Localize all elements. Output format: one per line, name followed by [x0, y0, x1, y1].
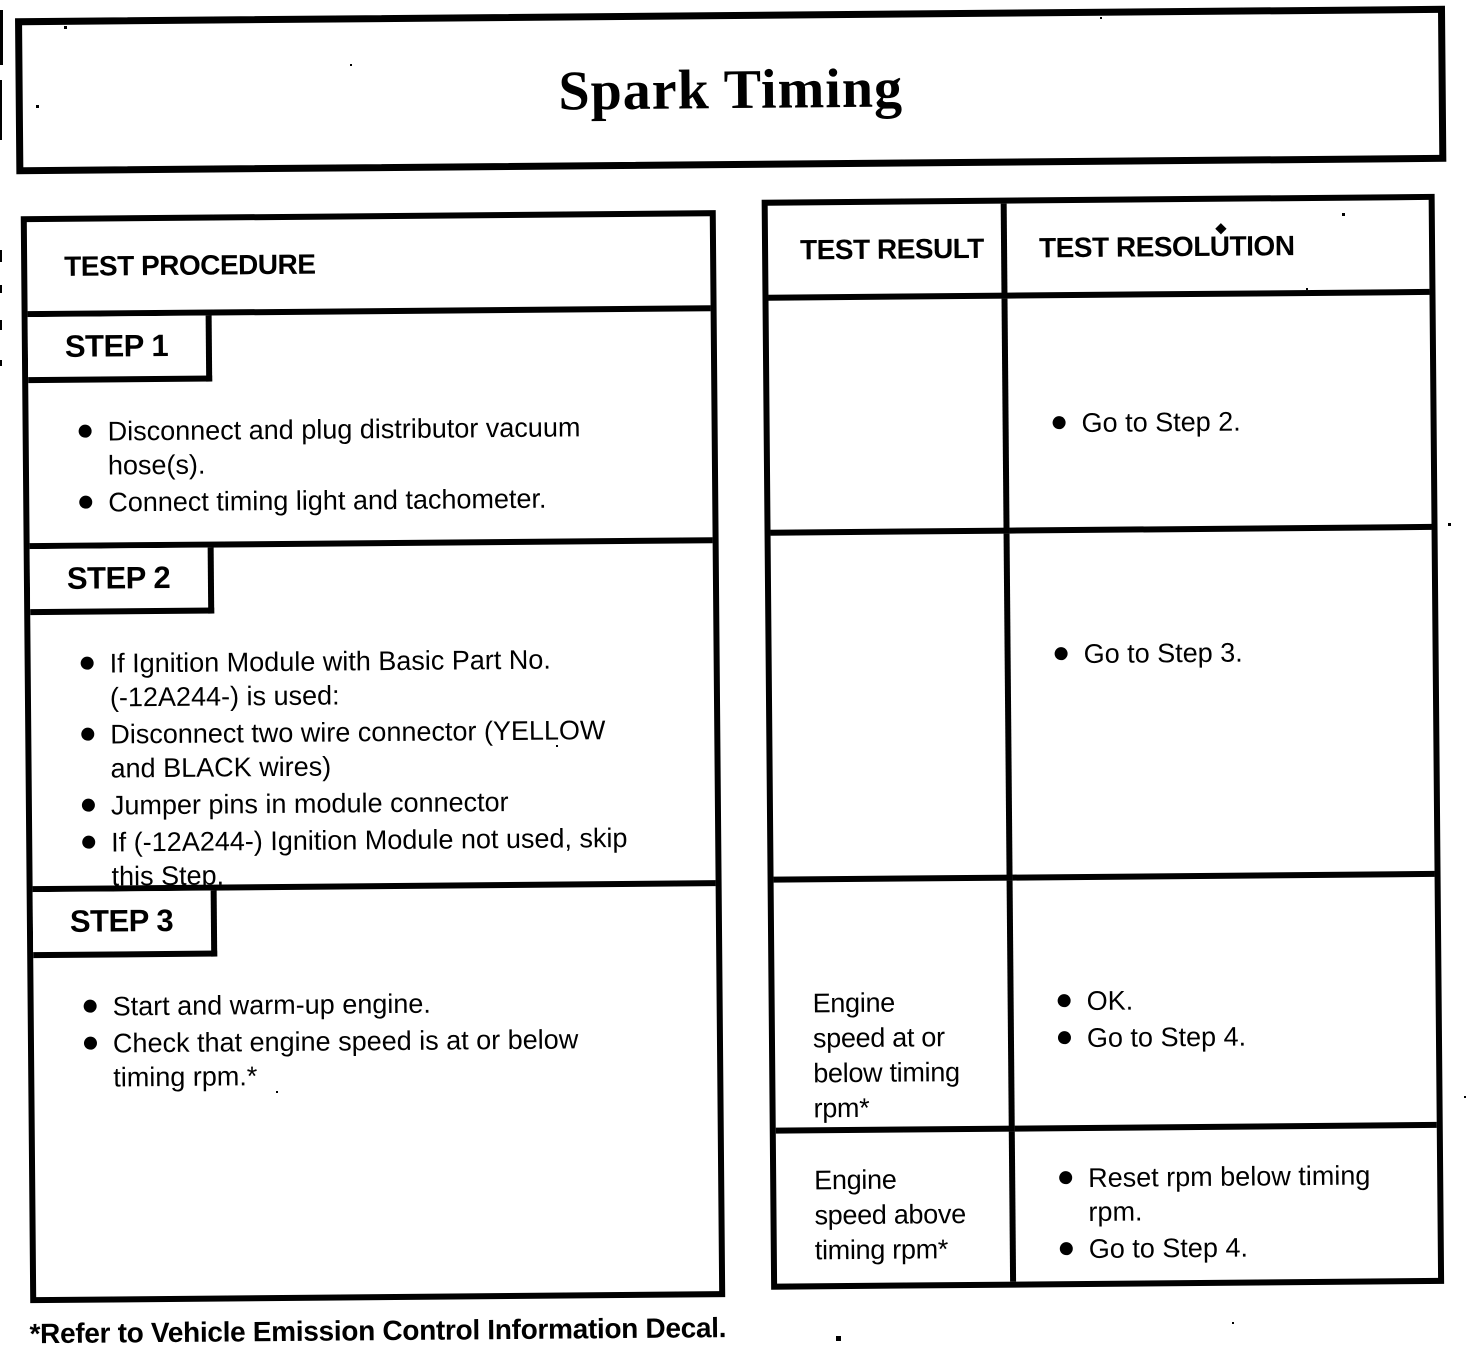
- scan-speck: [36, 312, 39, 315]
- test-resolution-header-cell: TEST RESOLUTION: [1006, 199, 1430, 299]
- bullet-item: Jumper pins in module connector: [81, 783, 697, 822]
- bullet-item: Go to Step 4.: [1057, 1018, 1426, 1055]
- test-result-header-cell: TEST RESULT: [767, 203, 1008, 301]
- scan-speck: [64, 26, 67, 29]
- title-box: Spark Timing: [15, 5, 1447, 175]
- bullet-text: Go to Step 4.: [1086, 1021, 1247, 1053]
- procedure-table: TEST PROCEDURE STEP 1 Disconnect and plu…: [20, 210, 726, 1304]
- step-2-section: STEP 2 If Ignition Module with Basic Par…: [29, 543, 716, 893]
- result-cell-row-2: [770, 533, 1013, 883]
- bullet-item: Connect timing light and tachometer.: [79, 480, 694, 519]
- bullet-dot: [1057, 994, 1071, 1008]
- scan-edge-mark: [0, 320, 2, 330]
- step-2-bullet-list: If Ignition Module with Basic Part No. (…: [80, 641, 698, 893]
- scan-edge-mark: [0, 285, 2, 293]
- bullet-dot: [82, 835, 96, 849]
- scan-speck: [836, 1336, 841, 1341]
- bullet-dot: [1059, 1171, 1073, 1185]
- scan-speck: [276, 1091, 278, 1093]
- scan-speck: [1464, 1096, 1466, 1098]
- resolution-cell-row-2: Go to Step 3.: [1009, 529, 1435, 881]
- scan-speck: [1100, 17, 1102, 19]
- bullet-text: Go to Step 3.: [1083, 637, 1243, 669]
- test-resolution-header-label: TEST RESOLUTION: [1038, 229, 1295, 263]
- bullet-text: Start and warm-up engine.: [112, 988, 431, 1022]
- result-text: Engine speed at or below timing rpm*: [812, 987, 960, 1124]
- scan-speck: [118, 21, 121, 24]
- bullet-dot: [81, 727, 95, 741]
- step-2-label: STEP 2: [66, 559, 171, 596]
- bullet-dot: [1054, 647, 1068, 661]
- scan-edge-mark: [0, 250, 2, 262]
- bullet-item: If Ignition Module with Basic Part No. (…: [80, 641, 697, 714]
- step-2-tab: STEP 2: [29, 547, 215, 616]
- page-title: Spark Timing: [558, 57, 904, 123]
- scan-speck: [1342, 213, 1345, 216]
- scan-speck: [1232, 1322, 1234, 1324]
- bullet-dot: [78, 424, 92, 438]
- scan-edge-mark: [0, 10, 3, 65]
- scan-speck: [36, 105, 39, 108]
- bullet-text: OK.: [1086, 985, 1134, 1016]
- bullet-text: Disconnect two wire connector (YELLOW an…: [110, 715, 606, 784]
- scan-speck: [1448, 523, 1451, 526]
- scan-speck: [1306, 288, 1308, 290]
- bullet-item: If (-12A244-) Ignition Module not used, …: [82, 820, 698, 893]
- bullet-text: If (-12A244-) Ignition Module not used, …: [111, 822, 628, 892]
- bullet-item: Reset rpm below timing rpm.: [1059, 1158, 1428, 1229]
- step-3-label: STEP 3: [69, 902, 174, 939]
- result-cell-row-4: Engine speed above timing rpm*: [775, 1131, 1017, 1284]
- resolution-cell-row-1: Go to Step 2.: [1007, 294, 1432, 534]
- bullet-text: Connect timing light and tachometer.: [108, 483, 547, 518]
- scan-speck: [350, 64, 352, 66]
- procedure-table-header: TEST PROCEDURE: [26, 216, 711, 318]
- step-1-section: STEP 1 Disconnect and plug distributor v…: [27, 311, 713, 550]
- result-cell-row-3: Engine speed at or below timing rpm*: [773, 880, 1015, 1134]
- bullet-text: Disconnect and plug distributor vacuum h…: [107, 412, 581, 481]
- bullet-item: Go to Step 3.: [1054, 634, 1422, 671]
- bullet-dot: [80, 656, 94, 670]
- bullet-dot: [1059, 1242, 1073, 1256]
- bullet-item: Go to Step 4.: [1059, 1229, 1428, 1266]
- bullet-item: Disconnect and plug distributor vacuum h…: [78, 409, 694, 482]
- bullet-item: Disconnect two wire connector (YELLOW an…: [81, 712, 697, 785]
- bullet-dot: [1052, 416, 1066, 430]
- step-3-tab: STEP 3: [32, 890, 218, 959]
- step-1-bullet-list: Disconnect and plug distributor vacuum h…: [78, 409, 694, 519]
- step-3-section: STEP 3 Start and warm-up engine. Check t…: [32, 886, 720, 1297]
- bullet-text: Jumper pins in module connector: [110, 786, 509, 821]
- step-1-label: STEP 1: [64, 327, 169, 364]
- bullet-item: Check that engine speed is at or below t…: [83, 1021, 700, 1094]
- footnote: *Refer to Vehicle Emission Control Infor…: [29, 1312, 727, 1348]
- bullet-item: Go to Step 2.: [1052, 403, 1420, 440]
- scan-edge-mark: [0, 360, 2, 366]
- step-1-tab: STEP 1: [27, 315, 213, 384]
- bullet-text: Go to Step 4.: [1088, 1232, 1249, 1264]
- procedure-header-label: TEST PROCEDURE: [64, 248, 316, 282]
- result-text: [809, 534, 967, 535]
- result-text: Engine speed above timing rpm*: [814, 1164, 966, 1266]
- scan-edge-mark: [0, 80, 2, 140]
- bullet-dot: [81, 798, 95, 812]
- bullet-item: OK.: [1057, 981, 1425, 1018]
- bullet-dot: [79, 495, 93, 509]
- bullet-text: If Ignition Module with Basic Part No. (…: [109, 644, 551, 713]
- bullet-dot: [83, 1036, 98, 1050]
- step-3-bullet-list: Start and warm-up engine. Check that eng…: [83, 984, 700, 1094]
- bullet-item: Start and warm-up engine.: [83, 984, 699, 1023]
- scan-speck: [556, 745, 558, 747]
- bullet-text: Go to Step 2.: [1081, 406, 1241, 438]
- bullet-text: Check that engine speed is at or below t…: [112, 1024, 579, 1093]
- result-cell-row-1: [768, 298, 1010, 536]
- results-table: TEST RESULT TEST RESOLUTION Go to Step 2…: [761, 193, 1445, 1290]
- resolution-cell-row-3: OK. Go to Step 4.: [1012, 876, 1437, 1132]
- bullet-text: Reset rpm below timing rpm.: [1088, 1160, 1371, 1227]
- test-result-header-label: TEST RESULT: [799, 232, 984, 265]
- bullet-dot: [83, 999, 97, 1013]
- bullet-dot: [1057, 1031, 1072, 1045]
- resolution-cell-row-4: Reset rpm below timing rpm. Go to Step 4…: [1015, 1128, 1438, 1282]
